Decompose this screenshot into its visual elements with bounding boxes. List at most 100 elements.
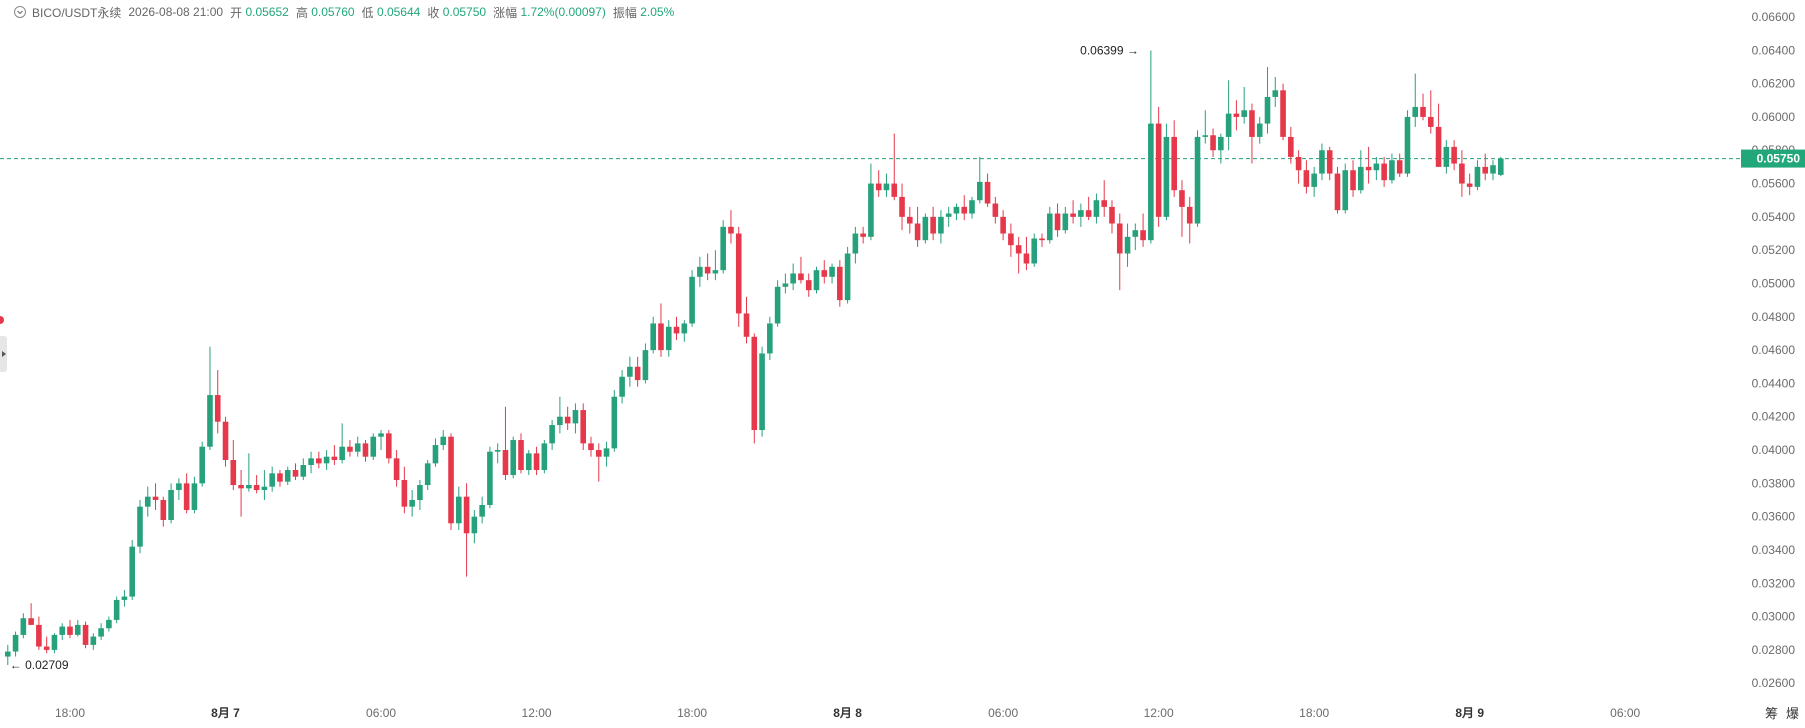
- candle-body: [899, 196, 905, 217]
- candle: [1023, 236, 1030, 271]
- close-value: 0.05750: [442, 5, 487, 19]
- candle: [1428, 90, 1434, 134]
- candle-body: [1023, 253, 1030, 264]
- candle-body: [1381, 163, 1387, 181]
- candle: [214, 370, 221, 434]
- candle-body: [767, 323, 773, 354]
- candle-body: [945, 213, 952, 217]
- candle: [440, 430, 447, 451]
- expand-panel-handle[interactable]: [0, 336, 7, 372]
- candle-body: [354, 443, 361, 452]
- candle: [269, 466, 275, 492]
- candle: [1039, 233, 1045, 247]
- candle-body: [51, 634, 58, 650]
- candle-body: [510, 440, 517, 476]
- candle-body: [4, 651, 11, 657]
- candle: [658, 303, 664, 357]
- candle-body: [1046, 213, 1053, 241]
- candle: [549, 420, 555, 451]
- candle-body: [316, 458, 322, 464]
- liquidation-tool[interactable]: 爆: [1785, 706, 1799, 721]
- y-tick-label: 0.04200: [1752, 410, 1796, 424]
- candle-body: [121, 596, 128, 600]
- candle-body: [269, 473, 275, 487]
- candle-body: [728, 226, 734, 234]
- candle-body: [790, 273, 796, 284]
- candle: [463, 483, 470, 577]
- y-tick-label: 0.02600: [1752, 676, 1796, 690]
- candle: [829, 263, 835, 284]
- candle-body: [1132, 230, 1139, 237]
- candle-body: [1124, 236, 1131, 254]
- candle: [1148, 50, 1154, 244]
- y-tick-label: 0.04000: [1752, 443, 1796, 457]
- candle: [1132, 223, 1139, 251]
- candle-body: [860, 233, 866, 237]
- candle: [1404, 110, 1411, 177]
- candle: [292, 463, 299, 481]
- candle: [891, 133, 898, 201]
- candle-body: [595, 450, 602, 457]
- candle-body: [1078, 210, 1084, 217]
- candle: [331, 445, 338, 466]
- max-price-annotation: 0.06399 →: [1080, 43, 1139, 57]
- candle: [1210, 128, 1216, 157]
- candle-body: [331, 456, 338, 461]
- candle: [681, 320, 688, 342]
- x-tick-label: 12:00: [1144, 706, 1174, 720]
- x-tick-label: 18:00: [1299, 706, 1329, 720]
- candle-body: [658, 323, 664, 351]
- candle-body: [246, 485, 252, 489]
- candle: [1233, 100, 1240, 131]
- candle: [1124, 223, 1131, 267]
- candle-body: [1039, 238, 1045, 241]
- candle-body: [1435, 126, 1442, 167]
- candle: [1288, 126, 1294, 164]
- candle-body: [253, 485, 260, 491]
- candle: [1280, 83, 1286, 141]
- y-tick-label: 0.05400: [1752, 210, 1796, 224]
- candle-body: [1140, 230, 1146, 241]
- candle: [479, 496, 485, 524]
- y-tick-label: 0.03600: [1752, 510, 1796, 524]
- candle-body: [90, 636, 97, 645]
- candle: [277, 470, 283, 487]
- candle: [1179, 180, 1185, 237]
- symbol-label[interactable]: BICO/USDT永续: [32, 5, 122, 20]
- collapse-chevron-icon[interactable]: [14, 6, 26, 18]
- candle: [588, 436, 594, 457]
- chip-distribution-tool[interactable]: 筹: [1764, 706, 1778, 721]
- candle-body: [362, 443, 369, 457]
- candle-body: [238, 485, 244, 489]
- candle: [36, 616, 42, 650]
- candle: [339, 423, 345, 464]
- candle: [308, 451, 314, 474]
- candle-body: [1295, 156, 1302, 171]
- candle: [961, 195, 968, 221]
- x-tick-label: 8月 8: [833, 706, 862, 720]
- candle: [183, 473, 190, 514]
- change-value: 1.72%(0.00097): [520, 5, 606, 19]
- candle: [860, 226, 866, 244]
- candle: [1466, 173, 1473, 196]
- candle-body: [627, 366, 633, 377]
- candle-body: [347, 446, 353, 452]
- candle-body: [144, 496, 151, 507]
- candle: [121, 589, 128, 607]
- candle: [1155, 106, 1162, 227]
- candle-body: [759, 353, 765, 431]
- candle: [751, 333, 758, 444]
- candle: [1225, 80, 1232, 151]
- candle-body: [883, 183, 890, 191]
- open-label: 开: [230, 5, 243, 20]
- candle-body: [697, 266, 703, 277]
- candle-body: [1054, 213, 1061, 231]
- candle: [673, 316, 680, 341]
- candle-body: [1233, 113, 1240, 117]
- candle: [300, 458, 307, 481]
- candle: [393, 450, 400, 487]
- candle: [557, 396, 563, 434]
- candle: [1319, 143, 1325, 181]
- candle: [1373, 156, 1380, 181]
